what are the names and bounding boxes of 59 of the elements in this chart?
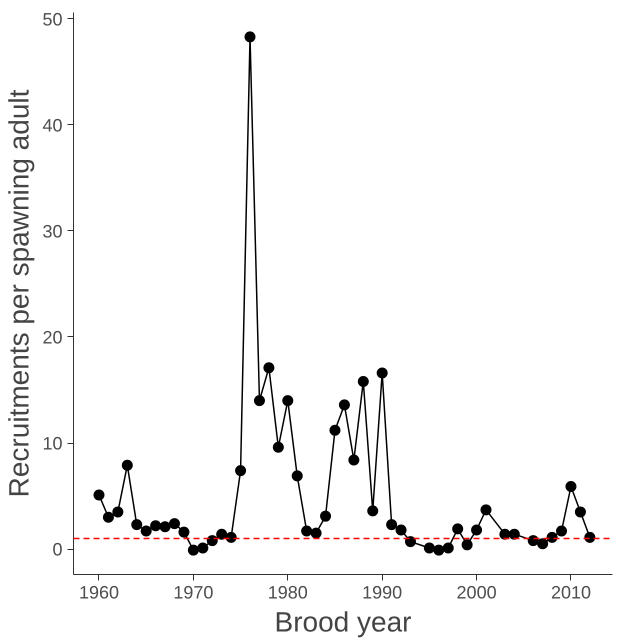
x-tick-label: 1980 xyxy=(268,582,308,602)
point xyxy=(216,528,228,540)
x-tick-label: 2010 xyxy=(550,582,591,602)
point xyxy=(556,526,568,537)
point xyxy=(348,454,360,466)
point xyxy=(263,362,274,374)
point xyxy=(471,524,482,536)
y-tick-label: 30 xyxy=(42,221,63,242)
point xyxy=(442,542,454,554)
point xyxy=(131,519,142,530)
point xyxy=(404,536,416,548)
y-tick-label: 50 xyxy=(42,9,63,30)
point xyxy=(508,528,520,540)
point xyxy=(310,528,322,539)
point xyxy=(188,544,199,556)
x-tick-label: 1960 xyxy=(78,582,120,602)
point xyxy=(537,538,548,550)
y-tick-label: 20 xyxy=(42,327,63,348)
y-tick-label: 0 xyxy=(52,540,63,560)
point xyxy=(358,376,369,387)
point xyxy=(329,424,340,436)
point xyxy=(338,399,350,410)
point xyxy=(122,460,133,471)
point xyxy=(433,544,444,556)
point xyxy=(178,526,190,538)
y-axis-title: Recruitments per spawning adult xyxy=(3,89,34,498)
point xyxy=(574,506,586,518)
point xyxy=(206,535,218,546)
point xyxy=(565,481,576,492)
point xyxy=(102,512,114,523)
point xyxy=(462,539,473,550)
y-tick-label: 10 xyxy=(42,434,63,454)
point xyxy=(272,442,284,453)
point xyxy=(282,395,294,406)
y-tick-label: 40 xyxy=(42,115,63,136)
x-tick-label: 1990 xyxy=(362,582,402,602)
x-axis-title: Brood year xyxy=(274,606,412,638)
point xyxy=(376,368,388,379)
point xyxy=(150,520,162,532)
point xyxy=(424,542,435,554)
point xyxy=(254,395,265,406)
point xyxy=(197,542,208,554)
point xyxy=(235,465,246,476)
point xyxy=(301,526,312,537)
x-tick-label: 1970 xyxy=(173,582,214,602)
point xyxy=(169,518,180,530)
point xyxy=(160,521,171,532)
point xyxy=(480,504,492,516)
point xyxy=(93,489,104,500)
point xyxy=(320,510,332,522)
point xyxy=(140,526,152,537)
point xyxy=(244,31,256,42)
point xyxy=(386,519,398,530)
point xyxy=(452,523,464,534)
point xyxy=(292,470,303,482)
x-tick-label: 2000 xyxy=(456,582,497,602)
point xyxy=(112,506,124,518)
point xyxy=(367,505,378,516)
point xyxy=(396,524,407,536)
